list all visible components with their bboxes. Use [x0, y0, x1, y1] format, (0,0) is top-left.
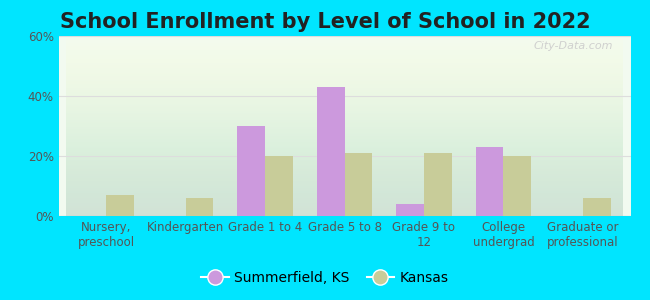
- Bar: [265, 156, 293, 216]
- Bar: [503, 156, 531, 216]
- Bar: [476, 147, 503, 216]
- Bar: [424, 153, 452, 216]
- Text: School Enrollment by Level of School in 2022: School Enrollment by Level of School in …: [60, 12, 590, 32]
- Bar: [344, 153, 372, 216]
- Bar: [583, 198, 610, 216]
- Bar: [186, 198, 213, 216]
- Bar: [106, 195, 134, 216]
- Text: City-Data.com: City-Data.com: [534, 41, 614, 51]
- Bar: [317, 87, 345, 216]
- Bar: [396, 204, 424, 216]
- Legend: Summerfield, KS, Kansas: Summerfield, KS, Kansas: [196, 265, 454, 290]
- Bar: [237, 126, 265, 216]
